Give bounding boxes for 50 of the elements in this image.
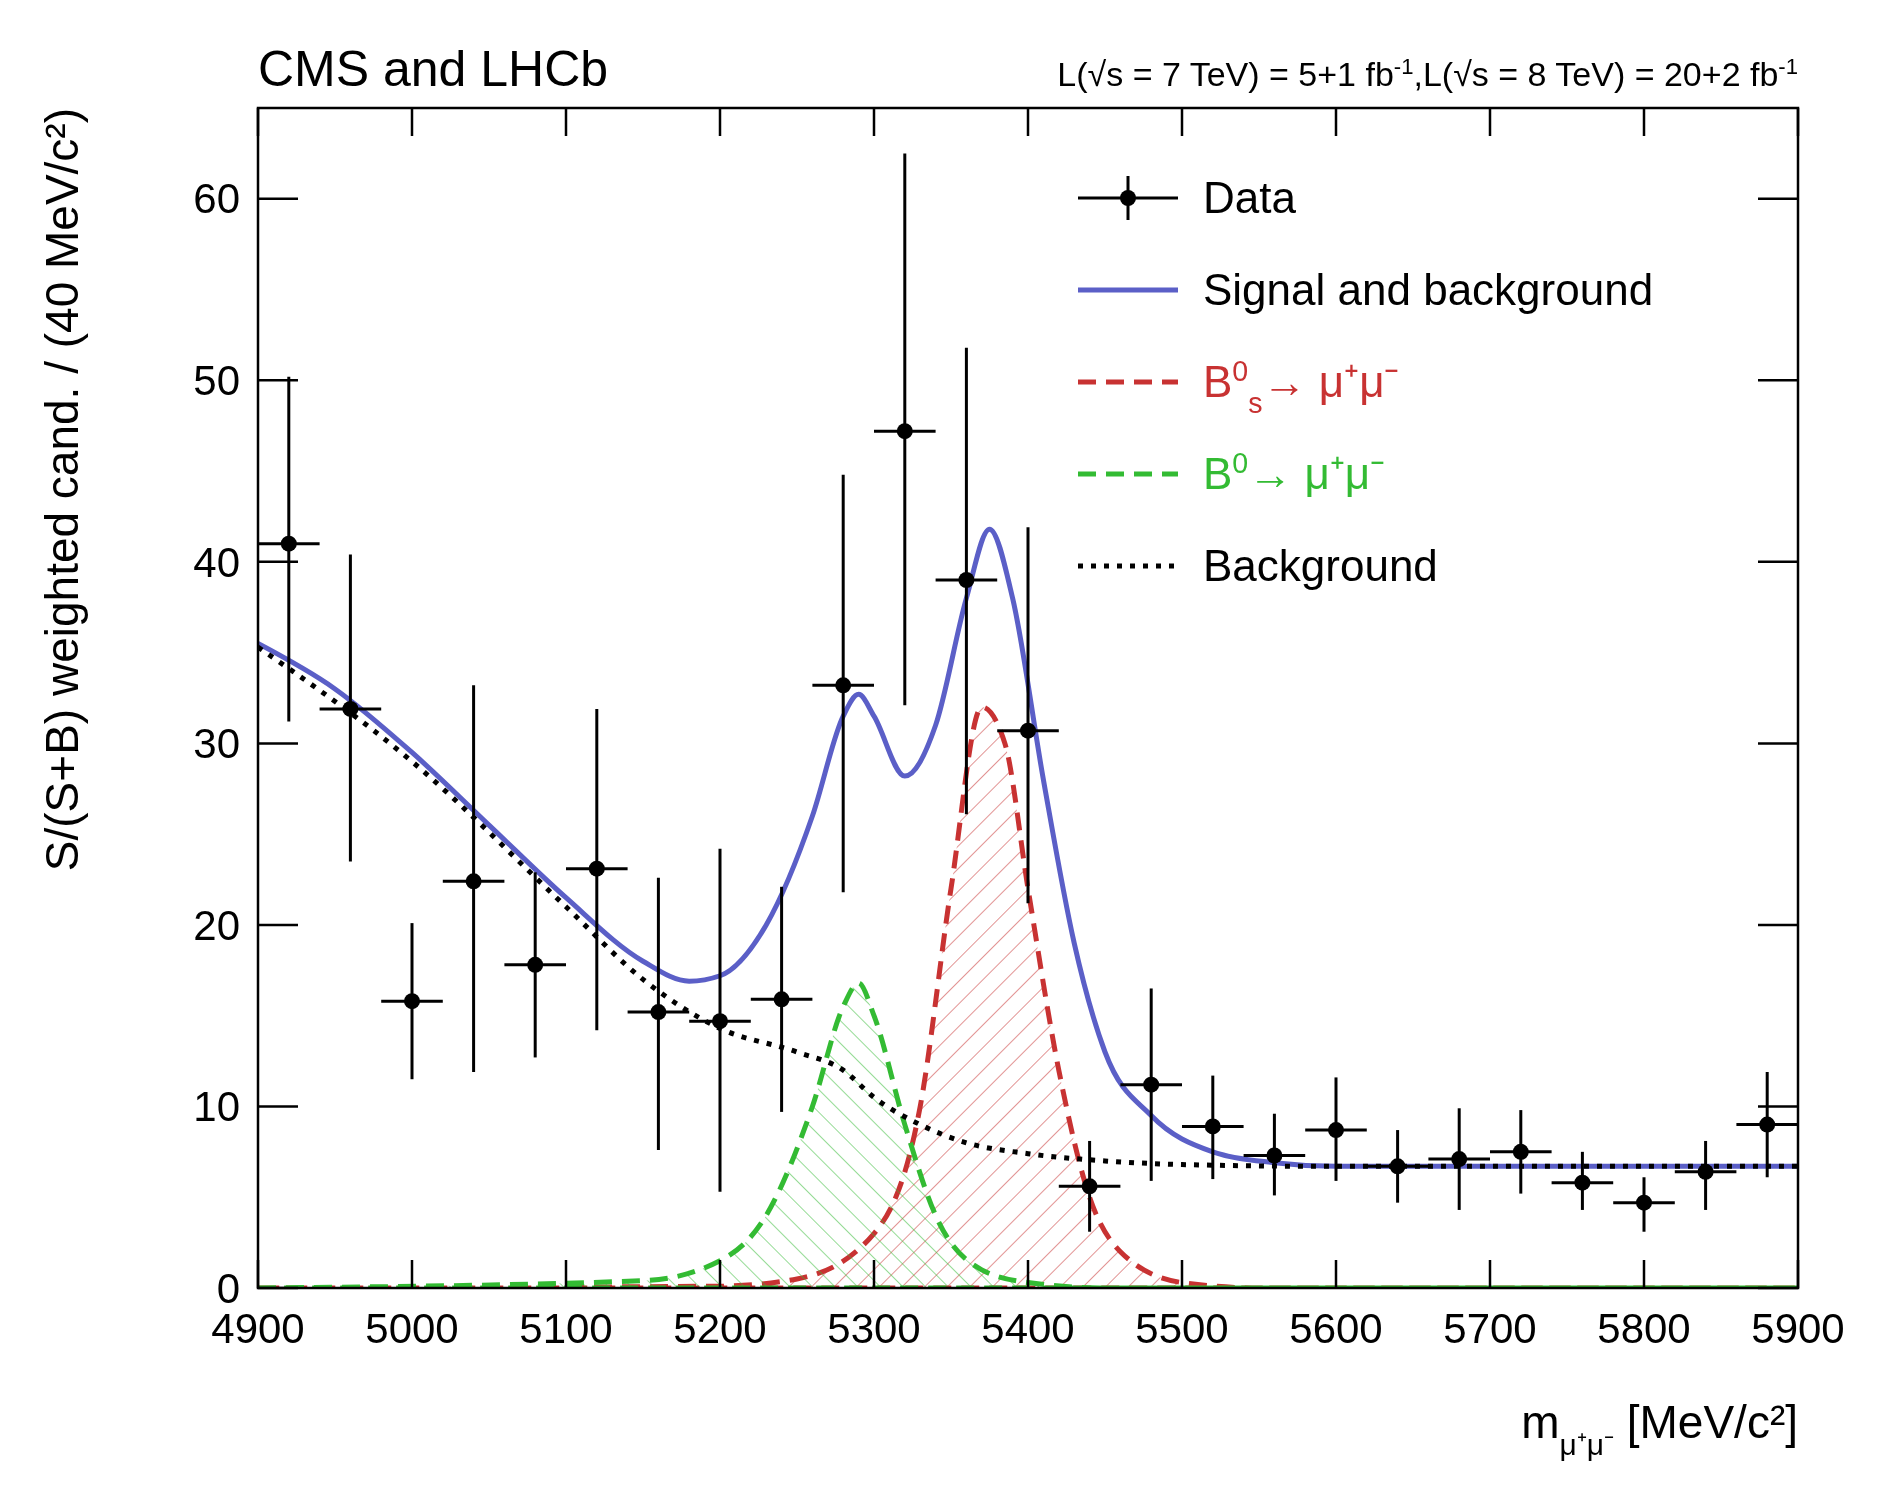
point [835, 677, 852, 694]
x-tick-label: 5800 [1597, 1305, 1691, 1352]
y-axis-title: S/(S+B) weighted cand. / (40 MeV/c²) [36, 108, 88, 872]
point [1574, 1174, 1591, 1191]
x-tick-label: 5500 [1135, 1305, 1229, 1352]
point [280, 535, 297, 552]
x-tick-label: 5100 [519, 1305, 613, 1352]
point [773, 991, 790, 1008]
y-tick-label: 60 [193, 175, 240, 223]
point [1143, 1076, 1160, 1093]
point [1204, 1118, 1221, 1135]
point [650, 1004, 667, 1021]
y-tick-label: 30 [193, 720, 240, 768]
legend-label: Data [1203, 173, 1297, 223]
point [1328, 1122, 1344, 1139]
x-tick-label: 5700 [1443, 1305, 1537, 1352]
y-tick-label: 50 [193, 357, 240, 405]
point [896, 423, 913, 440]
point [588, 860, 605, 877]
chart-title: CMS and LHCb [258, 41, 609, 97]
x-tick-label: 5400 [981, 1305, 1075, 1352]
point [1389, 1158, 1406, 1175]
point [958, 572, 975, 588]
y-tick-label: 10 [193, 1083, 240, 1131]
point [1081, 1178, 1098, 1195]
point [1451, 1151, 1468, 1168]
text: B$^{0}$→ μ⁺μ⁻ [1203, 447, 1386, 499]
point [1697, 1163, 1714, 1180]
x-axis-title: m$_{μ⁺μ⁻}$ [MeV/c²] [1521, 1396, 1798, 1461]
point [712, 1013, 728, 1030]
point [342, 700, 359, 717]
y-tick-label: 20 [193, 901, 240, 949]
x-tick-label: 5200 [673, 1305, 767, 1352]
point [1020, 722, 1036, 739]
text: B$^{0}$$_{s}$→ μ⁺μ⁻ [1203, 355, 1400, 420]
point [1636, 1194, 1652, 1211]
legend-label: Background [1203, 541, 1438, 591]
chart-subtitle: L(√s = 7 TeV) = 5+1 fb$^{-1}$,L(√s = 8 TeV) = 20+2 fb$^{-1}$ [1057, 53, 1798, 93]
x-tick-label: 5000 [365, 1305, 459, 1352]
point [1266, 1147, 1283, 1164]
legend-label: Signal and background [1203, 265, 1654, 315]
point [527, 956, 544, 973]
y-tick-label: 40 [193, 538, 240, 586]
point [1759, 1116, 1776, 1133]
x-tick-label: 5600 [1289, 1305, 1383, 1352]
point [1512, 1143, 1529, 1160]
x-tick-label: 5300 [827, 1305, 921, 1352]
point [465, 873, 482, 890]
point [404, 993, 420, 1010]
x-tick-label: 5900 [1751, 1305, 1845, 1352]
